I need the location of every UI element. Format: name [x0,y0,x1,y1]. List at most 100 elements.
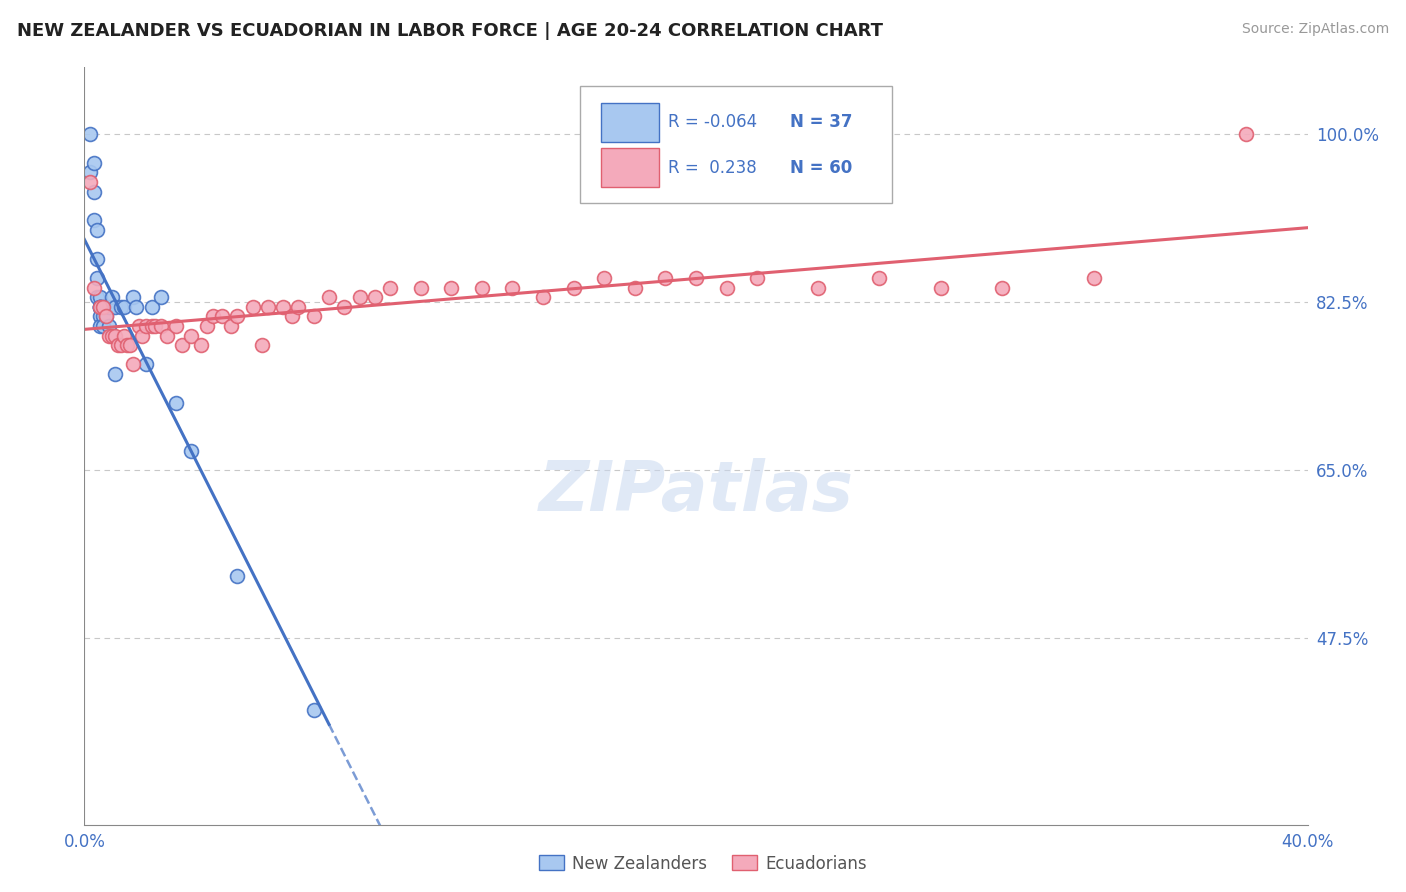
Point [250,338,273,352]
Point [89,290,111,304]
FancyBboxPatch shape [600,103,659,142]
Point [91,310,114,324]
Point [807,280,830,294]
Point [747,271,769,285]
Point [165,396,187,410]
Point [180,443,202,458]
Point [83,213,105,227]
Point [110,338,132,352]
Point [86,271,108,285]
Point [83,280,105,294]
Point [302,703,325,717]
Point [86,252,108,266]
Point [97,328,120,343]
Point [349,290,371,304]
Point [991,280,1014,294]
Point [562,280,585,294]
Point [101,290,124,304]
Point [333,300,356,314]
Point [135,319,157,334]
Point [685,271,707,285]
Point [380,280,402,294]
Point [165,319,187,334]
Point [128,319,150,334]
Point [97,319,120,334]
Point [135,358,157,372]
Point [929,280,952,294]
Point [143,319,166,334]
Point [94,300,117,314]
Point [302,310,325,324]
Text: R = -0.064: R = -0.064 [668,113,756,131]
Point [107,338,129,352]
Point [101,328,124,343]
Point [149,319,172,334]
Point [242,300,264,314]
Point [79,175,101,189]
Point [593,271,616,285]
Point [364,290,387,304]
Text: N = 60: N = 60 [790,159,852,177]
Point [287,300,309,314]
Point [94,310,117,324]
Point [654,271,676,285]
Point [281,310,304,324]
Point [89,310,111,324]
Point [257,300,280,314]
Point [97,300,120,314]
Point [226,568,249,582]
FancyBboxPatch shape [600,148,659,187]
Point [318,290,340,304]
Point [122,358,145,372]
Point [79,127,101,141]
Point [211,310,233,324]
Point [1083,271,1105,285]
Point [112,328,135,343]
Point [79,165,101,179]
Point [89,300,111,314]
Point [471,280,494,294]
Point [91,300,114,314]
Point [91,319,114,334]
Point [104,300,127,314]
Point [1236,127,1258,141]
Text: ZIPatlas: ZIPatlas [538,458,853,525]
Point [83,185,105,199]
Point [156,328,179,343]
Point [83,156,105,170]
Point [131,328,153,343]
Point [141,319,163,334]
Point [115,338,138,352]
Point [502,280,524,294]
Text: Source: ZipAtlas.com: Source: ZipAtlas.com [1241,22,1389,37]
Point [89,300,111,314]
Point [180,328,202,343]
Point [89,300,111,314]
Point [89,319,111,334]
Point [110,300,132,314]
Point [141,300,163,314]
Text: NEW ZEALANDER VS ECUADORIAN IN LABOR FORCE | AGE 20-24 CORRELATION CHART: NEW ZEALANDER VS ECUADORIAN IN LABOR FOR… [17,22,883,40]
Point [120,338,142,352]
Point [531,290,554,304]
Point [86,223,108,237]
Text: N = 37: N = 37 [790,113,852,131]
Point [201,310,224,324]
Point [195,319,218,334]
Text: R =  0.238: R = 0.238 [668,159,756,177]
FancyBboxPatch shape [579,86,891,203]
Point [219,319,242,334]
Point [271,300,294,314]
Point [125,300,148,314]
Point [440,280,463,294]
Point [89,300,111,314]
Point [869,271,891,285]
Point [104,367,127,381]
Point [91,300,114,314]
Point [716,280,738,294]
Point [409,280,432,294]
Point [112,300,135,314]
Point [122,290,145,304]
Legend: New Zealanders, Ecuadorians: New Zealanders, Ecuadorians [533,848,873,880]
Point [89,300,111,314]
